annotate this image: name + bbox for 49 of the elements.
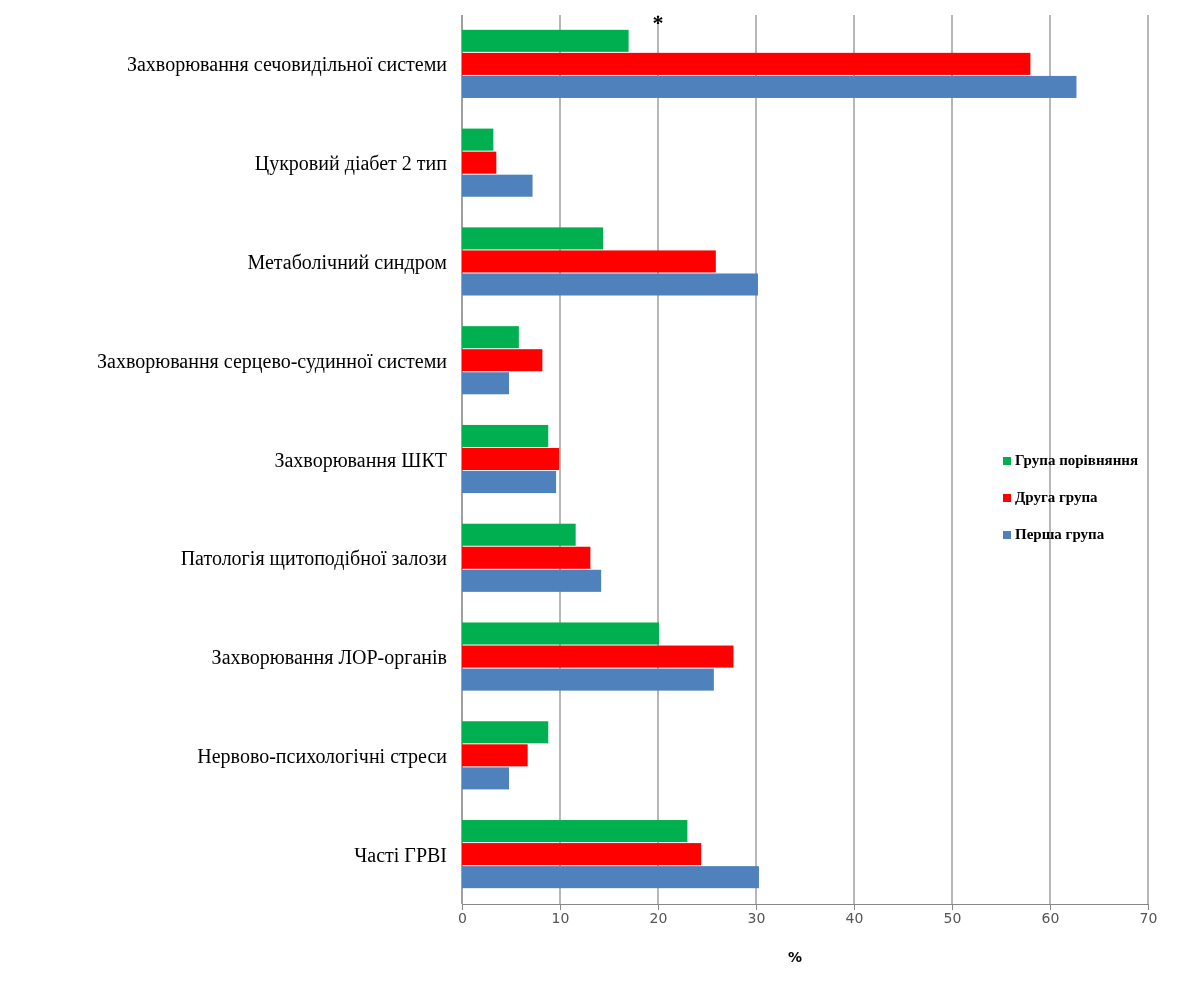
bar xyxy=(462,273,758,296)
y-tick-label: Захворювання ЛОР-органів xyxy=(211,646,447,670)
bar xyxy=(462,668,714,691)
y-tick-label: Цукровий діабет 2 тип xyxy=(254,152,448,176)
bar xyxy=(462,622,659,645)
x-tick-label: 20 xyxy=(649,909,668,926)
x-tick-label: 40 xyxy=(845,909,864,926)
bar xyxy=(462,866,759,889)
bar xyxy=(462,326,519,349)
y-tick-label: Захворювання сечовидільної системи xyxy=(126,53,448,77)
x-tick-label: 50 xyxy=(943,909,962,926)
x-tick-label: 0 xyxy=(458,909,467,926)
y-tick-label: Нервово-психологічні стреси xyxy=(197,744,448,768)
bar xyxy=(462,151,497,174)
y-tick-label: Захворювання ШКТ xyxy=(274,448,447,472)
bar xyxy=(462,721,549,744)
bar xyxy=(462,424,549,447)
x-axis-title: % xyxy=(787,949,803,965)
bar xyxy=(462,645,734,668)
bar xyxy=(462,744,528,767)
x-tick-label: 70 xyxy=(1139,909,1158,926)
bar xyxy=(462,767,510,790)
legend-label: Перша група xyxy=(1015,526,1105,542)
bar xyxy=(462,569,602,592)
bar xyxy=(462,349,543,372)
legend-label: Група порівняння xyxy=(1015,452,1139,468)
x-tick-label: 10 xyxy=(551,909,570,926)
bar xyxy=(462,250,716,273)
y-tick-label: Захворювання серцево-судинної системи xyxy=(97,349,448,373)
bar xyxy=(462,372,510,395)
bar xyxy=(462,227,604,250)
annotation: * xyxy=(652,10,664,35)
y-tick-label: Часті ГРВІ xyxy=(354,843,447,866)
bar xyxy=(462,843,702,866)
bar xyxy=(462,75,1077,98)
bar xyxy=(462,128,494,151)
y-tick-label: Патологія щитоподібної залози xyxy=(180,547,448,571)
bar xyxy=(462,52,1031,75)
x-tick-label: 30 xyxy=(747,909,766,926)
legend-label: Друга група xyxy=(1015,489,1099,505)
bar xyxy=(462,29,629,52)
bar xyxy=(462,820,688,843)
bar xyxy=(462,523,576,546)
y-tick-label: Метаболічний синдром xyxy=(247,250,448,274)
bar xyxy=(462,546,591,569)
x-tick-label: 60 xyxy=(1041,909,1060,926)
bar xyxy=(462,174,533,197)
bar xyxy=(462,447,560,471)
bar xyxy=(462,471,557,494)
